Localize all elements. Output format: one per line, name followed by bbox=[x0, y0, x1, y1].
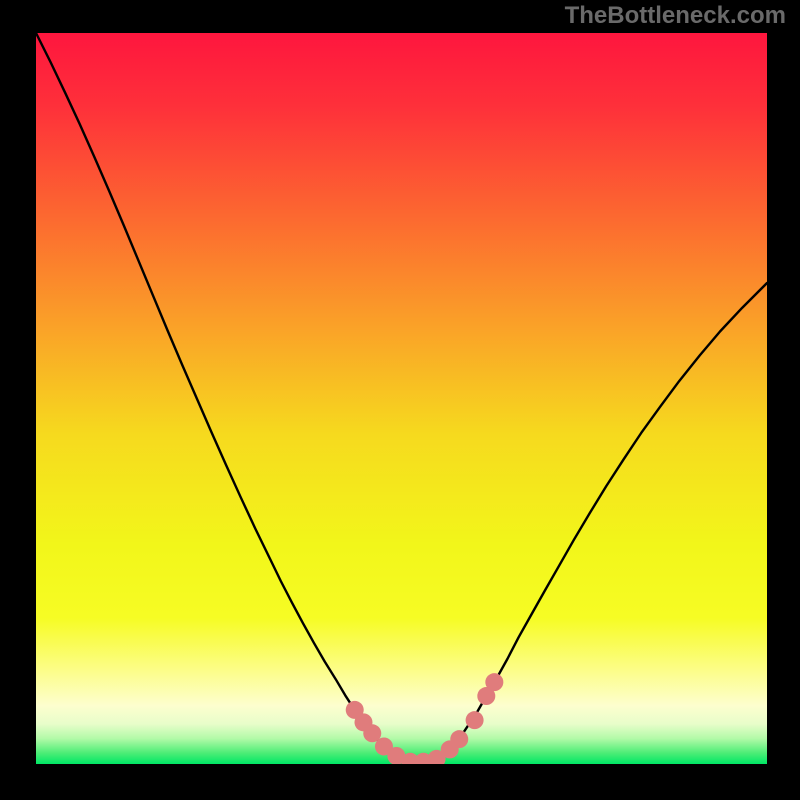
chart-container: TheBottleneck.com bbox=[0, 0, 800, 800]
curve-marker bbox=[450, 730, 468, 748]
curve-marker bbox=[466, 711, 484, 729]
curve-marker bbox=[485, 673, 503, 691]
watermark-text: TheBottleneck.com bbox=[565, 2, 786, 30]
bottleneck-curve-chart bbox=[36, 33, 767, 764]
gradient-background bbox=[36, 33, 767, 764]
